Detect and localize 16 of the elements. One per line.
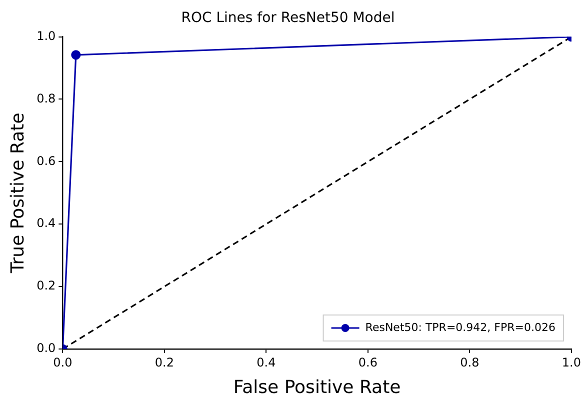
y-tick-label: 0.8 bbox=[36, 91, 56, 106]
x-axis-title: False Positive Rate bbox=[233, 376, 401, 398]
chart-title: ROC Lines for ResNet50 Model bbox=[181, 10, 395, 26]
y-tick-label: 0.2 bbox=[36, 278, 56, 293]
y-tick-label: 0.0 bbox=[36, 341, 56, 356]
x-tick-label: 0.2 bbox=[154, 355, 174, 370]
y-axis-title: True Positive Rate bbox=[7, 112, 28, 274]
x-tick-label: 0.0 bbox=[53, 355, 72, 370]
x-tick-label: 0.6 bbox=[358, 355, 378, 370]
y-tick-label: 1.0 bbox=[36, 28, 56, 43]
x-tick-label: 0.4 bbox=[256, 355, 276, 370]
x-tick-label: 1.0 bbox=[562, 355, 582, 370]
y-tick-label: 0.4 bbox=[36, 216, 56, 230]
y-tick-label: 0.6 bbox=[36, 154, 56, 168]
legend-label: ResNet50: TPR=0.942, FPR=0.026 bbox=[365, 320, 556, 334]
x-tick-label: 0.8 bbox=[460, 355, 480, 370]
